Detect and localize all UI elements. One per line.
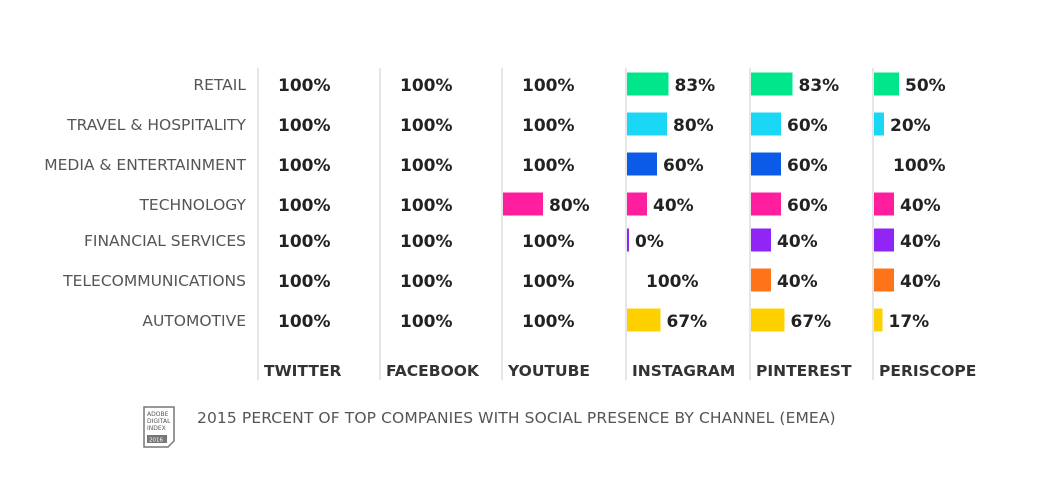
value-label-travel-and-hospitality-instagram: 80%	[673, 116, 714, 136]
value-label-retail-youtube: 100%	[522, 76, 575, 96]
row-label-travel-and-hospitality: TRAVEL & HOSPITALITY	[66, 116, 246, 134]
bar-telecommunications-pinterest	[751, 268, 771, 292]
bar-automotive-periscope	[874, 308, 883, 332]
value-label-media-and-entertainment-youtube: 100%	[522, 156, 575, 176]
chart-footer: ADOBE DIGITAL INDEX 2016 2015 PERCENT OF…	[142, 404, 1022, 452]
bar-retail-periscope	[874, 72, 899, 96]
value-label-technology-instagram: 40%	[653, 196, 694, 216]
bar-media-and-entertainment-pinterest	[751, 152, 781, 176]
value-label-retail-periscope: 50%	[905, 76, 946, 96]
badge-year: 2016	[149, 438, 163, 444]
value-label-travel-and-hospitality-periscope: 20%	[890, 116, 931, 136]
value-label-financial-services-periscope: 40%	[900, 232, 941, 252]
value-label-travel-and-hospitality-pinterest: 60%	[787, 116, 828, 136]
bar-technology-pinterest	[751, 192, 781, 216]
column-header-facebook: FACEBOOK	[386, 362, 480, 380]
value-label-media-and-entertainment-twitter: 100%	[278, 156, 331, 176]
bar-technology-youtube	[503, 192, 543, 216]
value-label-telecommunications-periscope: 40%	[900, 272, 941, 292]
value-label-media-and-entertainment-facebook: 100%	[400, 156, 453, 176]
value-label-financial-services-twitter: 100%	[278, 232, 331, 252]
value-label-retail-instagram: 83%	[675, 76, 716, 96]
value-label-retail-facebook: 100%	[400, 76, 453, 96]
value-label-media-and-entertainment-periscope: 100%	[893, 156, 946, 176]
value-label-financial-services-facebook: 100%	[400, 232, 453, 252]
value-label-technology-youtube: 80%	[549, 196, 590, 216]
value-label-travel-and-hospitality-twitter: 100%	[278, 116, 331, 136]
column-header-twitter: TWITTER	[264, 362, 342, 380]
value-label-retail-twitter: 100%	[278, 76, 331, 96]
column-header-pinterest: PINTEREST	[756, 362, 852, 380]
bar-financial-services-pinterest	[751, 228, 771, 252]
bar-travel-and-hospitality-periscope	[874, 112, 884, 136]
column-header-instagram: INSTAGRAM	[632, 362, 735, 380]
bar-automotive-pinterest	[751, 308, 785, 332]
value-label-automotive-pinterest: 67%	[791, 312, 832, 332]
value-label-technology-twitter: 100%	[278, 196, 331, 216]
bar-retail-pinterest	[751, 72, 793, 96]
value-label-travel-and-hospitality-facebook: 100%	[400, 116, 453, 136]
value-label-telecommunications-facebook: 100%	[400, 272, 453, 292]
row-label-media-and-entertainment: MEDIA & ENTERTAINMENT	[44, 156, 246, 174]
value-label-telecommunications-pinterest: 40%	[777, 272, 818, 292]
bar-travel-and-hospitality-instagram	[627, 112, 667, 136]
badge-line-2: DIGITAL	[147, 418, 171, 425]
value-label-technology-periscope: 40%	[900, 196, 941, 216]
value-label-telecommunications-instagram: 100%	[646, 272, 699, 292]
value-label-financial-services-pinterest: 40%	[777, 232, 818, 252]
bar-retail-instagram	[627, 72, 669, 96]
value-label-technology-facebook: 100%	[400, 196, 453, 216]
bar-telecommunications-periscope	[874, 268, 894, 292]
value-label-travel-and-hospitality-youtube: 100%	[522, 116, 575, 136]
bar-travel-and-hospitality-pinterest	[751, 112, 781, 136]
value-label-automotive-instagram: 67%	[667, 312, 708, 332]
value-label-automotive-twitter: 100%	[278, 312, 331, 332]
value-label-technology-pinterest: 60%	[787, 196, 828, 216]
value-label-automotive-facebook: 100%	[400, 312, 453, 332]
column-header-youtube: YOUTUBE	[507, 362, 590, 380]
value-label-automotive-periscope: 17%	[889, 312, 930, 332]
value-label-automotive-youtube: 100%	[522, 312, 575, 332]
value-label-media-and-entertainment-instagram: 60%	[663, 156, 704, 176]
column-header-periscope: PERISCOPE	[879, 362, 976, 380]
row-label-automotive: AUTOMOTIVE	[142, 312, 246, 330]
bar-financial-services-instagram	[627, 228, 629, 252]
value-label-telecommunications-youtube: 100%	[522, 272, 575, 292]
row-label-retail: RETAIL	[193, 76, 246, 94]
value-label-financial-services-instagram: 0%	[635, 232, 664, 252]
bar-automotive-instagram	[627, 308, 661, 332]
value-label-retail-pinterest: 83%	[799, 76, 840, 96]
value-label-financial-services-youtube: 100%	[522, 232, 575, 252]
badge-line-3: INDEX	[147, 425, 166, 432]
row-label-financial-services: FINANCIAL SERVICES	[84, 232, 246, 250]
chart-title: 2015 PERCENT OF TOP COMPANIES WITH SOCIA…	[197, 409, 836, 427]
bar-financial-services-periscope	[874, 228, 894, 252]
value-label-telecommunications-twitter: 100%	[278, 272, 331, 292]
row-label-technology: TECHNOLOGY	[138, 196, 246, 214]
value-label-media-and-entertainment-pinterest: 60%	[787, 156, 828, 176]
bar-media-and-entertainment-instagram	[627, 152, 657, 176]
bar-technology-periscope	[874, 192, 894, 216]
chart-canvas: RETAIL TRAVEL & HOSPITALITY MEDIA & ENTERT…	[44, 68, 976, 380]
row-label-telecommunications: TELECOMMUNICATIONS	[62, 272, 246, 290]
bar-technology-instagram	[627, 192, 647, 216]
adobe-digital-index-badge: ADOBE DIGITAL INDEX 2016	[143, 406, 175, 448]
badge-line-1: ADOBE	[147, 411, 169, 418]
